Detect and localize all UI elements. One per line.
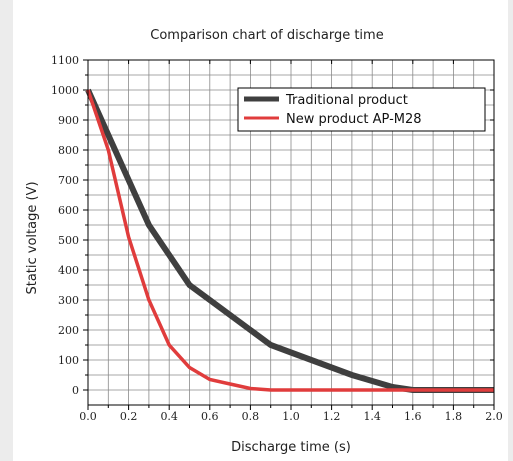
y-tick-label: 700 — [58, 174, 79, 187]
x-tick-label: 0.6 — [201, 410, 219, 423]
y-tick-label: 1000 — [51, 84, 79, 97]
x-tick-label: 1.8 — [445, 410, 463, 423]
plot-frame — [87, 59, 495, 406]
chart-title: Comparison chart of discharge time — [150, 28, 383, 43]
series-line-new-product — [86, 89, 494, 392]
y-tick-label: 300 — [58, 294, 79, 307]
x-tick-label: 2.0 — [485, 410, 503, 423]
x-tick-labels: 0.0 0.2 0.4 0.6 0.8 1.0 1.2 1.4 1.6 1.8 2.0 — [79, 410, 503, 423]
y-tick-label: 200 — [58, 324, 79, 337]
x-tick-label: 1.0 — [282, 410, 300, 423]
y-tick-label: 100 — [58, 354, 79, 367]
x-tick-label: 0.0 — [79, 410, 97, 423]
y-tick-label: 900 — [58, 114, 79, 127]
y-tick-label: 0 — [72, 384, 79, 397]
discharge-time-chart: Comparison chart of discharge time 0.0 0.… — [25, 28, 503, 455]
x-tick-label: 1.4 — [363, 410, 381, 423]
legend: Traditional product New product AP-M28 — [237, 87, 486, 132]
legend-label-new-product: New product AP-M28 — [286, 112, 422, 127]
series-lines — [85, 88, 494, 393]
y-tick-labels: 0 100 200 300 400 500 600 700 800 900 1000 1100 — [51, 54, 79, 397]
y-tick-label: 500 — [58, 234, 79, 247]
chart-card: Comparison chart of discharge time 0.0 0.… — [13, 0, 508, 461]
x-tick-label: 1.2 — [323, 410, 341, 423]
legend-label-traditional: Traditional product — [285, 93, 408, 108]
x-axis-label: Discharge time (s) — [231, 440, 351, 455]
y-axis-label: Static voltage (V) — [25, 181, 40, 294]
x-tick-label: 1.6 — [404, 410, 422, 423]
y-tick-label: 600 — [58, 204, 79, 217]
x-tick-label: 0.4 — [160, 410, 178, 423]
x-tick-label: 0.2 — [120, 410, 138, 423]
y-tick-label: 800 — [58, 144, 79, 157]
legend-box — [237, 87, 486, 132]
y-tick-label: 400 — [58, 264, 79, 277]
x-tick-label: 0.8 — [242, 410, 260, 423]
y-tick-label: 1100 — [51, 54, 79, 67]
